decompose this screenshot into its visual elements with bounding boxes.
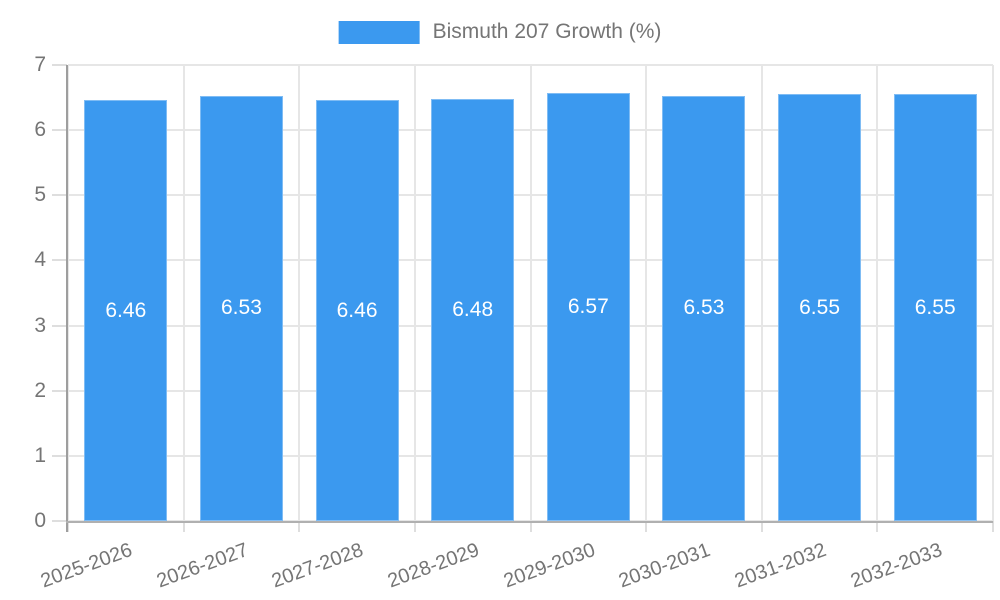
x-tick-label: 2028-2029 xyxy=(384,539,483,593)
x-gridline xyxy=(760,65,763,521)
bar[interactable] xyxy=(662,95,746,521)
y-tick-label: 6 xyxy=(34,118,46,142)
x-tick-label: 2031-2032 xyxy=(731,539,830,593)
y-tick-label: 2 xyxy=(34,378,46,402)
y-tick-label: 0 xyxy=(34,509,46,532)
x-tick xyxy=(760,521,763,532)
x-tick xyxy=(67,521,69,532)
bar[interactable] xyxy=(546,93,630,521)
x-gridline xyxy=(182,65,185,521)
y-tick-label: 3 xyxy=(34,313,46,337)
y-tick-label: 7 xyxy=(34,53,46,76)
bar-value-label: 6.55 xyxy=(914,295,956,319)
legend-swatch xyxy=(338,20,420,44)
y-tick xyxy=(52,194,67,197)
x-gridline xyxy=(529,65,532,521)
x-tick-label: 2029-2030 xyxy=(500,539,598,593)
bar-value-label: 6.53 xyxy=(683,296,725,320)
x-gridline xyxy=(876,65,879,521)
y-tick xyxy=(52,520,67,522)
y-tick xyxy=(52,64,67,66)
y-tick xyxy=(52,389,67,392)
x-gridline xyxy=(67,65,69,521)
x-tick xyxy=(992,521,994,532)
y-tick xyxy=(52,259,67,262)
axis-x-line xyxy=(66,521,993,523)
bar[interactable] xyxy=(893,94,977,521)
bar[interactable] xyxy=(778,94,862,521)
y-tick-label: 4 xyxy=(34,248,46,272)
x-tick xyxy=(413,521,416,532)
axis-y-line xyxy=(66,65,68,532)
y-tick xyxy=(52,129,67,132)
bar[interactable] xyxy=(84,100,168,521)
bar[interactable] xyxy=(315,100,399,521)
x-gridline xyxy=(992,65,994,521)
x-tick xyxy=(645,521,648,532)
y-tick xyxy=(52,454,67,457)
x-tick-label: 2027-2028 xyxy=(269,539,367,593)
bar-value-label: 6.48 xyxy=(452,297,494,321)
y-tick-label: 5 xyxy=(34,183,46,207)
bar-value-label: 6.57 xyxy=(567,295,609,318)
y-tick-label: 1 xyxy=(34,443,46,467)
legend-label: Bismuth 207 Growth (%) xyxy=(432,20,662,43)
bar-value-label: 6.46 xyxy=(336,298,378,322)
x-tick xyxy=(876,521,879,532)
x-tick xyxy=(529,521,532,532)
x-tick-label: 2032-2033 xyxy=(847,539,945,593)
legend-item[interactable]: Bismuth 207 Growth (%) xyxy=(338,20,662,44)
bar-value-label: 6.55 xyxy=(799,295,840,319)
x-gridline xyxy=(298,65,301,521)
y-tick xyxy=(52,324,67,327)
bar-value-label: 6.46 xyxy=(105,298,147,322)
x-tick xyxy=(182,521,185,532)
x-tick-label: 2026-2027 xyxy=(153,539,251,593)
x-gridline xyxy=(645,65,648,521)
bar[interactable] xyxy=(199,95,283,521)
bar[interactable] xyxy=(431,98,515,521)
x-tick-label: 2025-2026 xyxy=(37,539,136,593)
bar-value-label: 6.53 xyxy=(221,296,262,320)
x-gridline xyxy=(413,65,416,521)
x-tick-label: 2030-2031 xyxy=(616,539,714,593)
x-tick xyxy=(298,521,301,532)
